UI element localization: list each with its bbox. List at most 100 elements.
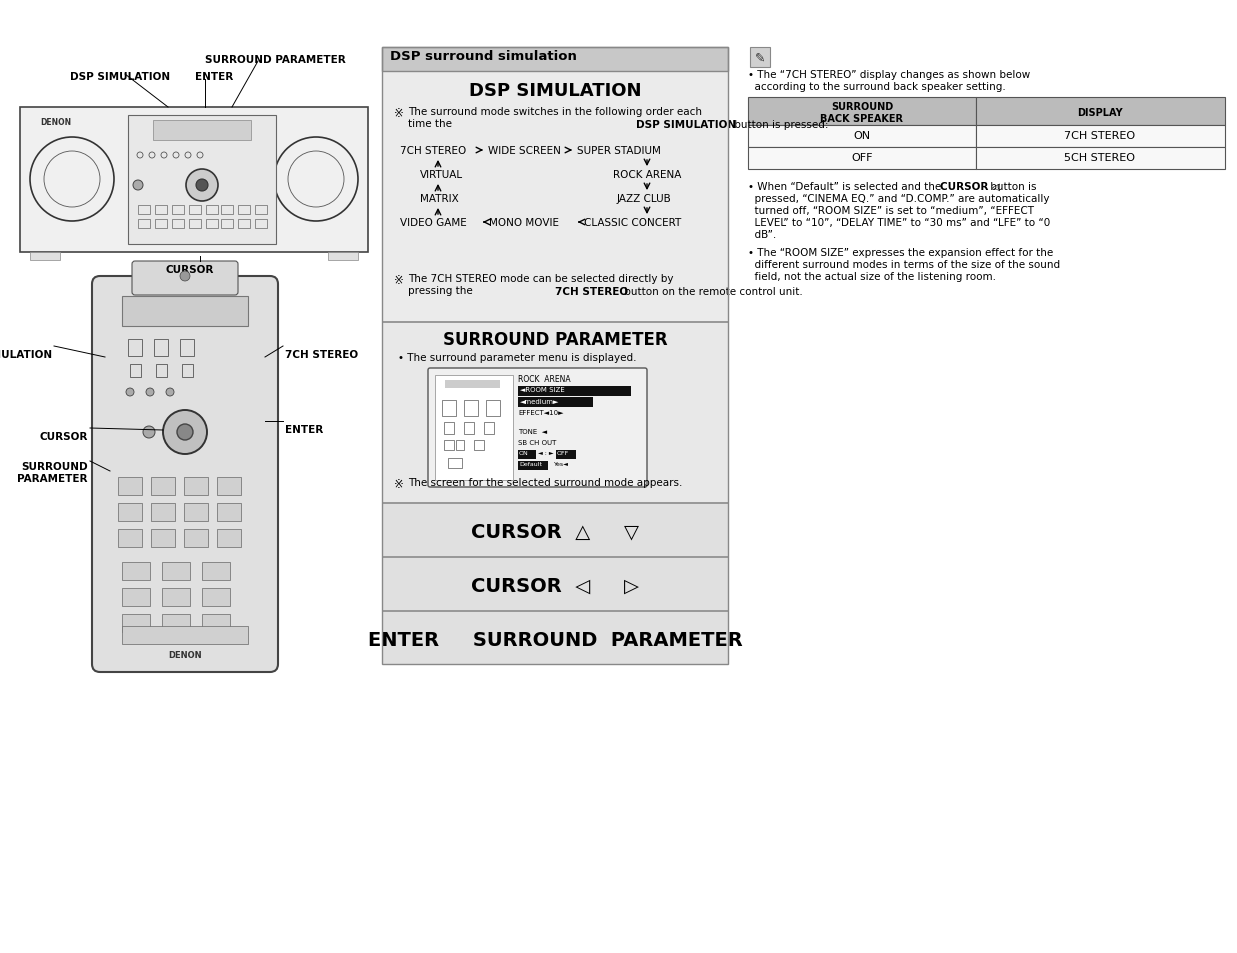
Text: CURSOR ◁: CURSOR ◁ <box>940 182 999 192</box>
Text: DSP SIMULATION: DSP SIMULATION <box>469 82 641 100</box>
Bar <box>382 48 729 71</box>
Bar <box>207 206 218 214</box>
Text: ON: ON <box>520 451 528 456</box>
Text: DSP SIMULATION: DSP SIMULATION <box>0 350 52 359</box>
Text: OFF: OFF <box>557 451 569 456</box>
Text: SURROUND PARAMETER: SURROUND PARAMETER <box>443 331 667 349</box>
Text: button is pressed:: button is pressed: <box>731 120 829 130</box>
Bar <box>976 98 1225 126</box>
Bar <box>151 477 174 496</box>
Bar <box>976 126 1225 148</box>
Bar <box>748 126 976 148</box>
Bar <box>382 610 729 613</box>
Bar <box>189 220 200 229</box>
Text: field, not the actual size of the listening room.: field, not the actual size of the listen… <box>748 272 996 282</box>
Text: SURROUND: SURROUND <box>21 461 88 472</box>
Bar <box>122 615 150 633</box>
Bar <box>382 322 729 324</box>
Bar <box>184 477 208 496</box>
Circle shape <box>163 411 207 455</box>
Text: dB”.: dB”. <box>748 230 777 240</box>
Bar <box>255 220 267 229</box>
Text: CURSOR  △     ▽: CURSOR △ ▽ <box>471 522 640 541</box>
Text: Yes◄: Yes◄ <box>554 461 569 467</box>
Bar <box>382 323 729 502</box>
Text: ◄medium►: ◄medium► <box>520 398 559 405</box>
Text: JAZZ CLUB: JAZZ CLUB <box>617 193 672 204</box>
Bar <box>976 148 1225 170</box>
Text: ROCK  ARENA: ROCK ARENA <box>518 375 570 384</box>
Bar <box>172 220 184 229</box>
Text: TONE  ◄: TONE ◄ <box>518 429 547 435</box>
Bar <box>750 48 769 68</box>
Bar <box>181 339 194 356</box>
Text: DISPLAY: DISPLAY <box>1077 108 1123 118</box>
Text: The 7CH STEREO mode can be selected directly by
pressing the: The 7CH STEREO mode can be selected dire… <box>408 274 673 295</box>
Bar <box>162 615 190 633</box>
Text: 7CH STEREO: 7CH STEREO <box>285 350 359 359</box>
Bar <box>328 253 357 261</box>
Bar <box>435 375 513 480</box>
FancyBboxPatch shape <box>428 369 647 488</box>
Bar <box>518 397 593 408</box>
Text: ※: ※ <box>395 477 403 491</box>
Text: PARAMETER: PARAMETER <box>17 474 88 483</box>
Circle shape <box>134 181 143 191</box>
Circle shape <box>186 170 218 202</box>
Text: button on the remote control unit.: button on the remote control unit. <box>621 287 803 296</box>
Bar <box>184 530 208 547</box>
Bar <box>444 422 454 435</box>
Bar <box>518 461 548 471</box>
Bar <box>182 365 193 377</box>
Text: WIDE SCREEN: WIDE SCREEN <box>489 146 560 156</box>
Text: CURSOR  ◁     ▷: CURSOR ◁ ▷ <box>471 577 640 596</box>
Text: ENTER     SURROUND  PARAMETER: ENTER SURROUND PARAMETER <box>367 630 742 649</box>
Text: CURSOR: CURSOR <box>40 432 88 441</box>
Bar <box>139 220 150 229</box>
Circle shape <box>143 427 155 438</box>
Text: ENTER: ENTER <box>195 71 234 82</box>
Bar <box>202 588 230 606</box>
Bar <box>172 206 184 214</box>
Text: ◄ROOM SIZE: ◄ROOM SIZE <box>520 387 565 393</box>
Text: ROCK ARENA: ROCK ARENA <box>614 170 682 180</box>
Text: Default: Default <box>520 461 542 467</box>
Bar <box>464 422 474 435</box>
Bar <box>442 400 456 416</box>
Bar <box>382 504 729 557</box>
Text: SURROUND PARAMETER: SURROUND PARAMETER <box>205 55 346 65</box>
Bar <box>156 365 167 377</box>
Bar <box>382 613 729 664</box>
Bar <box>382 558 729 610</box>
Text: DENON: DENON <box>40 118 71 127</box>
Bar <box>153 339 168 356</box>
Circle shape <box>146 389 153 396</box>
Bar <box>127 116 276 245</box>
Bar <box>127 339 142 356</box>
FancyBboxPatch shape <box>132 262 238 295</box>
Bar <box>748 148 976 170</box>
Bar <box>162 562 190 580</box>
Bar <box>221 220 233 229</box>
Text: ✎: ✎ <box>755 51 766 65</box>
Bar <box>189 206 200 214</box>
Bar <box>255 206 267 214</box>
Text: ON: ON <box>854 131 871 141</box>
Bar <box>122 562 150 580</box>
Text: DSP SIMULATION: DSP SIMULATION <box>71 71 171 82</box>
Bar <box>474 440 484 451</box>
Bar <box>202 615 230 633</box>
Text: DENON: DENON <box>168 650 202 659</box>
Text: • The “ROOM SIZE” expresses the expansion effect for the: • The “ROOM SIZE” expresses the expansio… <box>748 248 1053 257</box>
Text: SUPER STADIUM: SUPER STADIUM <box>576 146 661 156</box>
Text: 7CH STEREO: 7CH STEREO <box>400 146 466 156</box>
Text: DSP SIMULATION: DSP SIMULATION <box>636 120 736 130</box>
Bar <box>518 387 631 396</box>
Bar <box>238 206 250 214</box>
Circle shape <box>166 389 174 396</box>
Text: SURROUND
BACK SPEAKER: SURROUND BACK SPEAKER <box>820 102 903 124</box>
Text: The surround mode switches in the following order each
time the: The surround mode switches in the follow… <box>408 107 703 129</box>
Bar <box>184 503 208 521</box>
Circle shape <box>177 424 193 440</box>
Text: MONO MOVIE: MONO MOVIE <box>489 218 559 228</box>
